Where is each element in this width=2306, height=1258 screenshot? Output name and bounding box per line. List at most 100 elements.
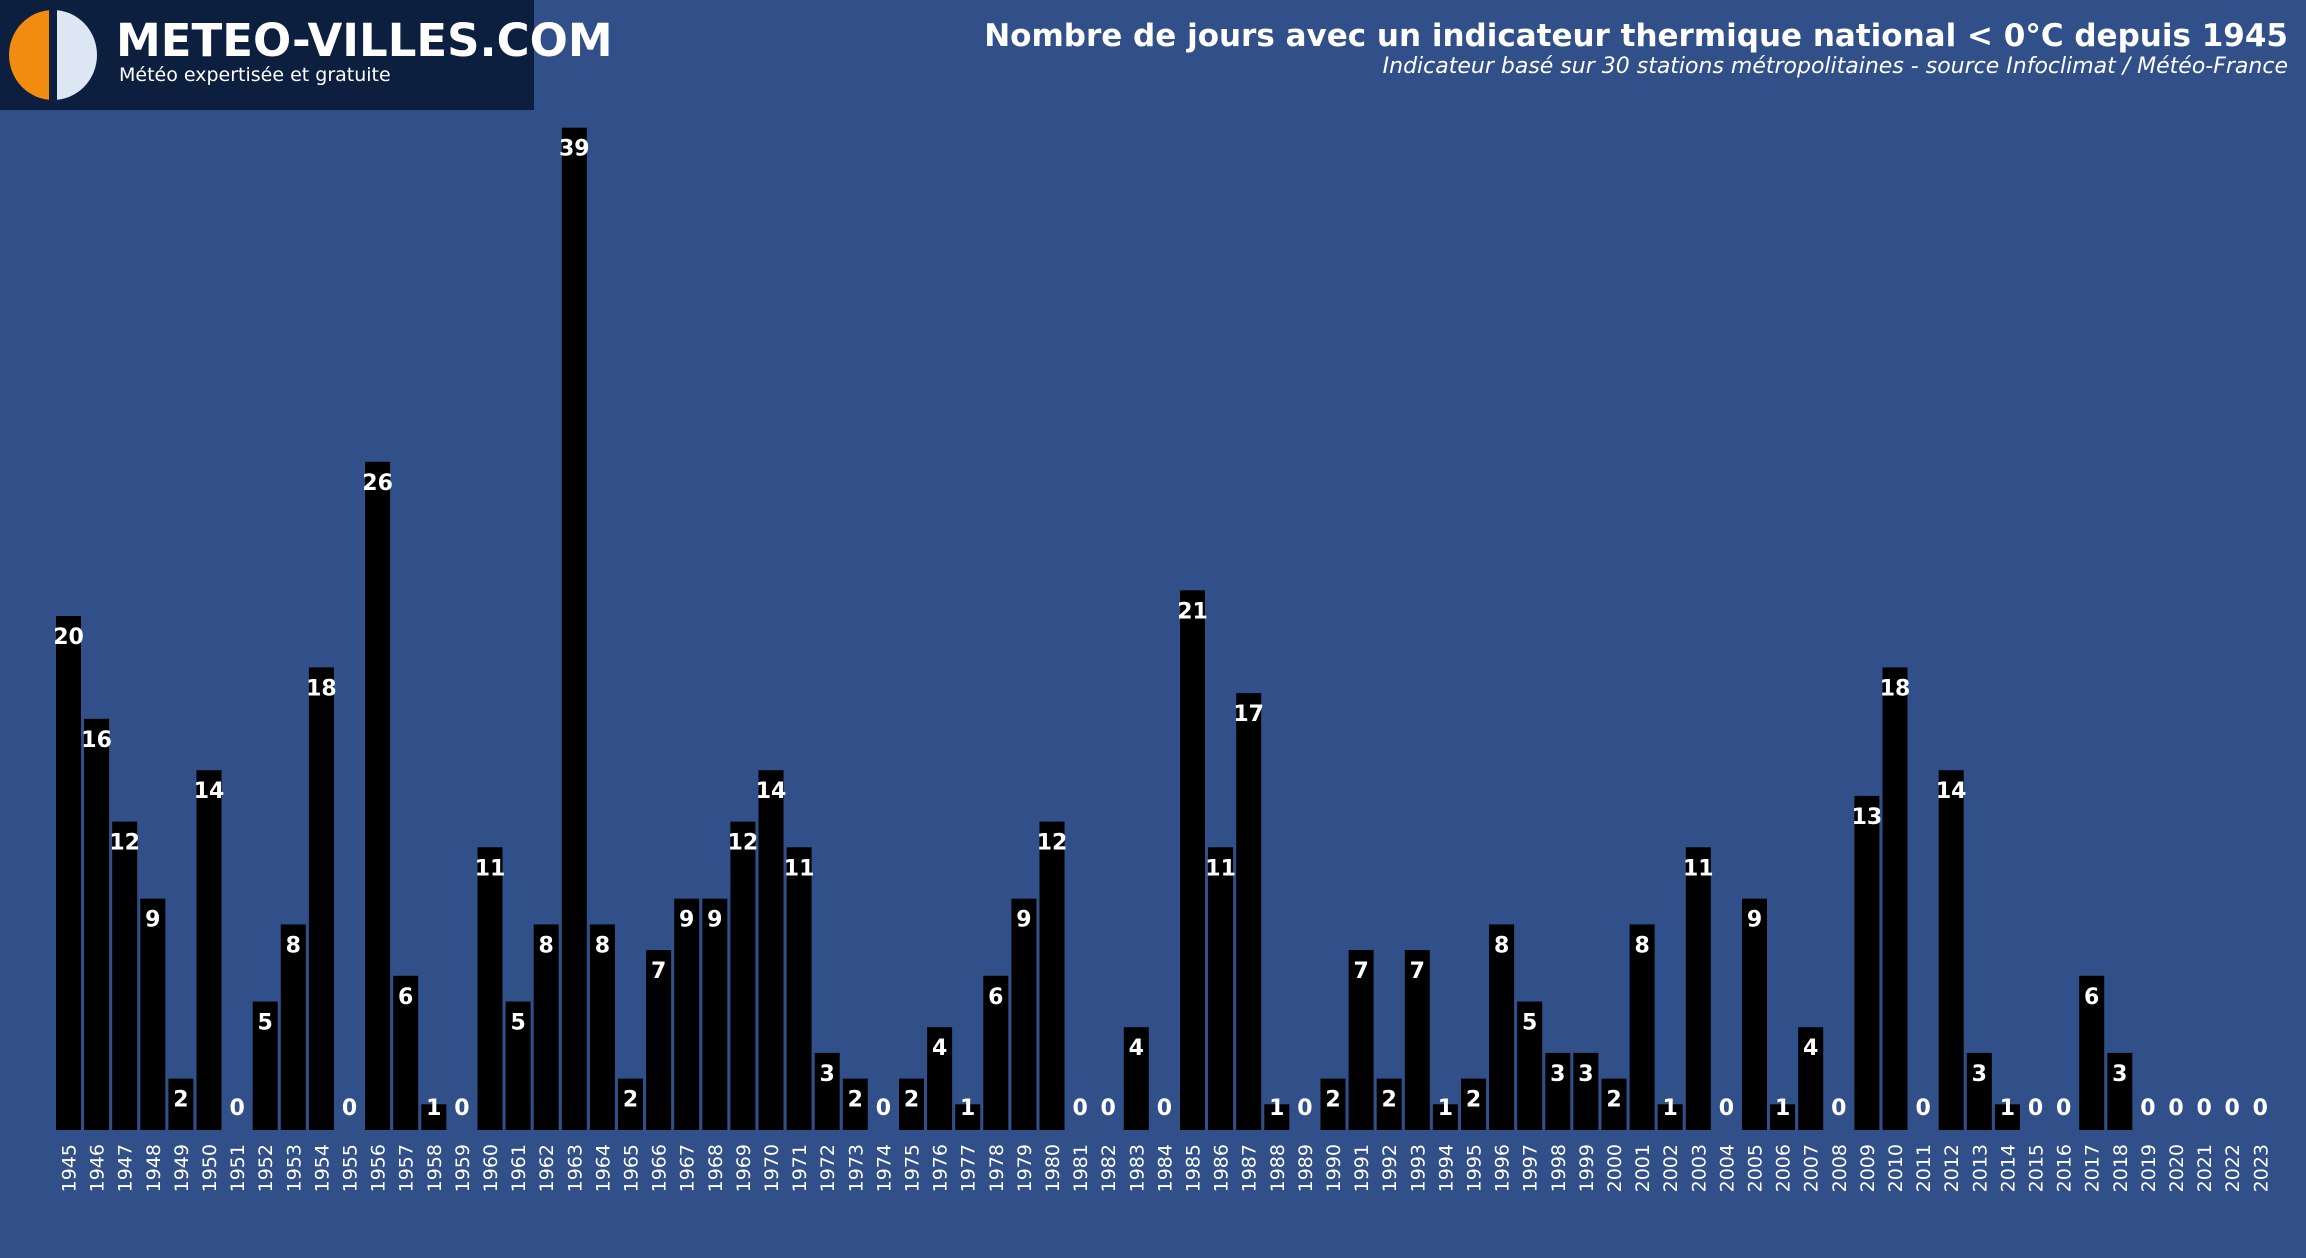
x-tick-2021: 2021	[2194, 1144, 2216, 1192]
value-label-2003: 11	[1683, 856, 1714, 881]
value-label-1966: 7	[651, 959, 666, 984]
bar-2007	[1798, 1027, 1824, 1130]
value-label-1979: 9	[1016, 908, 1031, 933]
bar-2005	[1742, 898, 1767, 1130]
bar-2009	[1854, 795, 1880, 1130]
x-tick-1958: 1958	[424, 1144, 446, 1192]
x-tick-1989: 1989	[1295, 1144, 1317, 1192]
x-tick-1986: 1986	[1211, 1144, 1233, 1192]
x-tick-1953: 1953	[283, 1144, 305, 1192]
x-tick-1974: 1974	[873, 1144, 895, 1192]
x-tick-2013: 2013	[1969, 1144, 1991, 1192]
value-label-1947: 12	[109, 831, 140, 856]
x-tick-1960: 1960	[480, 1144, 502, 1192]
x-tick-1955: 1955	[340, 1144, 362, 1192]
x-tick-2019: 2019	[2138, 1144, 2160, 1192]
value-label-1982: 0	[1101, 1096, 1116, 1121]
value-label-2019: 0	[2140, 1096, 2155, 1121]
x-tick-1998: 1998	[1548, 1144, 1570, 1192]
bar-1993	[1404, 950, 1430, 1130]
x-tick-2020: 2020	[2166, 1144, 2188, 1192]
bar-1999	[1573, 1052, 1599, 1130]
bar-1948	[140, 898, 166, 1130]
bar-1992	[1376, 1078, 1402, 1130]
x-tick-1999: 1999	[1576, 1144, 1598, 1192]
bar-1953	[280, 924, 306, 1130]
value-label-1996: 8	[1494, 933, 1509, 958]
value-label-1985: 21	[1177, 599, 1208, 624]
x-tick-2000: 2000	[1604, 1144, 1626, 1192]
bar-2006	[1770, 1104, 1796, 1130]
value-label-1989: 0	[1297, 1096, 1312, 1121]
x-tick-1969: 1969	[733, 1144, 755, 1192]
x-tick-1962: 1962	[536, 1144, 558, 1192]
value-label-1981: 0	[1072, 1096, 1087, 1121]
value-label-2009: 13	[1852, 805, 1883, 830]
value-label-1976: 4	[932, 1036, 947, 1061]
value-label-2023: 0	[2253, 1096, 2268, 1121]
bar-1994	[1432, 1104, 1458, 1130]
x-tick-1982: 1982	[1098, 1144, 1120, 1192]
value-label-1992: 2	[1382, 1088, 1397, 1113]
bar-2001	[1629, 924, 1655, 1130]
x-tick-1964: 1964	[592, 1144, 614, 1192]
bar-2002	[1657, 1104, 1683, 1130]
value-label-1953: 8	[286, 933, 301, 958]
bar-2013	[1966, 1052, 1992, 1130]
bar-1973	[842, 1078, 868, 1130]
x-tick-2022: 2022	[2222, 1144, 2244, 1192]
value-label-2022: 0	[2225, 1096, 2240, 1121]
value-label-1968: 9	[707, 908, 722, 933]
bar-1983	[1123, 1027, 1149, 1130]
x-tick-1949: 1949	[171, 1144, 193, 1192]
x-tick-1973: 1973	[845, 1144, 867, 1192]
x-tick-1992: 1992	[1379, 1144, 1401, 1192]
x-tick-2018: 2018	[2110, 1144, 2132, 1192]
bar-1964	[589, 924, 615, 1130]
value-label-2017: 6	[2084, 985, 2099, 1010]
value-label-1946: 16	[81, 728, 112, 753]
bar-1977	[955, 1104, 981, 1130]
x-tick-1984: 1984	[1154, 1144, 1176, 1192]
value-label-1952: 5	[258, 1011, 273, 1036]
x-tick-1988: 1988	[1267, 1144, 1289, 1192]
x-tick-2010: 2010	[1885, 1144, 1907, 1192]
value-label-1964: 8	[595, 933, 610, 958]
bar-1962	[533, 924, 559, 1130]
value-label-2021: 0	[2196, 1096, 2211, 1121]
value-label-1958: 1	[426, 1096, 441, 1121]
x-tick-1947: 1947	[115, 1144, 137, 1192]
x-tick-1990: 1990	[1323, 1144, 1345, 1192]
x-tick-1971: 1971	[789, 1144, 811, 1192]
bar-2010	[1882, 667, 1908, 1130]
brand-logo: METEO-VILLES.COM Météo expertisée et gra…	[0, 0, 613, 110]
x-tick-1977: 1977	[958, 1144, 980, 1192]
x-tick-1963: 1963	[564, 1144, 586, 1192]
bar-2003	[1685, 847, 1711, 1130]
bar-1970	[758, 770, 784, 1130]
value-label-2011: 0	[1915, 1096, 1930, 1121]
bar-1954	[308, 667, 334, 1130]
x-tick-1950: 1950	[199, 1144, 221, 1192]
value-label-2015: 0	[2028, 1096, 2043, 1121]
x-tick-2004: 2004	[1716, 1144, 1738, 1192]
x-tick-1954: 1954	[311, 1144, 333, 1192]
bar-1945	[56, 616, 81, 1130]
value-label-1972: 3	[820, 1062, 835, 1087]
bar-2000	[1601, 1078, 1627, 1130]
value-label-1961: 5	[510, 1011, 525, 1036]
value-label-1994: 1	[1438, 1096, 1453, 1121]
x-tick-2015: 2015	[2026, 1144, 2048, 1192]
x-tick-2006: 2006	[1773, 1144, 1795, 1192]
value-label-1986: 11	[1205, 856, 1236, 881]
x-tick-2003: 2003	[1688, 1144, 1710, 1192]
x-tick-1968: 1968	[705, 1144, 727, 1192]
bar-1958	[421, 1104, 447, 1130]
bar-1952	[252, 1001, 278, 1130]
value-label-1999: 3	[1578, 1062, 1593, 1087]
value-label-2010: 18	[1880, 676, 1911, 701]
x-tick-1965: 1965	[621, 1144, 643, 1192]
value-label-1951: 0	[229, 1096, 244, 1121]
bar-1972	[814, 1052, 840, 1130]
x-tick-1957: 1957	[396, 1144, 418, 1192]
